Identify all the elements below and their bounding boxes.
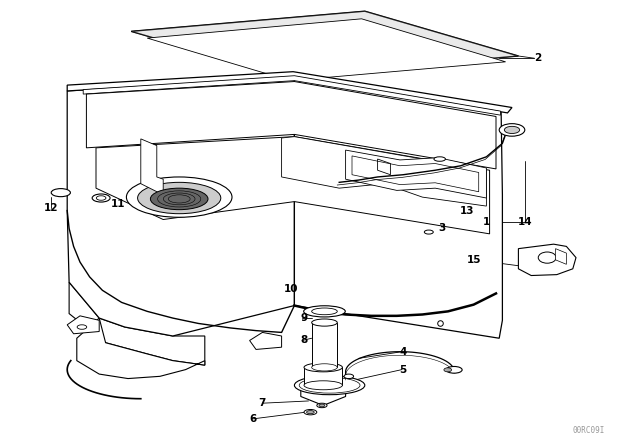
Polygon shape [312, 323, 337, 367]
Ellipse shape [319, 404, 325, 407]
Text: 2: 2 [534, 53, 541, 63]
Polygon shape [250, 332, 282, 349]
Ellipse shape [424, 230, 433, 234]
Ellipse shape [150, 188, 208, 210]
Ellipse shape [312, 364, 337, 371]
Text: 12: 12 [44, 203, 58, 213]
Polygon shape [301, 385, 346, 405]
Polygon shape [67, 77, 294, 336]
Polygon shape [77, 318, 205, 379]
Ellipse shape [51, 189, 70, 197]
Text: 1: 1 [483, 217, 490, 227]
Text: 11: 11 [111, 199, 125, 209]
Polygon shape [346, 150, 486, 198]
Ellipse shape [446, 366, 462, 373]
Polygon shape [69, 282, 205, 365]
Ellipse shape [504, 126, 520, 134]
Ellipse shape [499, 124, 525, 136]
Ellipse shape [304, 381, 342, 390]
Text: 13: 13 [460, 206, 474, 215]
Polygon shape [147, 19, 506, 81]
Ellipse shape [344, 374, 354, 379]
Text: 9: 9 [300, 313, 308, 323]
Ellipse shape [127, 177, 232, 217]
Text: 7: 7 [259, 398, 266, 408]
Ellipse shape [312, 319, 337, 326]
Ellipse shape [444, 368, 452, 372]
Ellipse shape [434, 157, 445, 161]
Polygon shape [131, 11, 518, 76]
Polygon shape [86, 82, 496, 169]
Text: 4: 4 [399, 347, 407, 357]
Polygon shape [96, 137, 490, 234]
Text: 14: 14 [518, 217, 532, 227]
Ellipse shape [304, 306, 346, 317]
Ellipse shape [77, 325, 87, 329]
Polygon shape [141, 139, 163, 195]
Polygon shape [304, 367, 342, 385]
Text: 5: 5 [399, 365, 407, 375]
Ellipse shape [538, 252, 556, 263]
Text: 3: 3 [438, 224, 445, 233]
Ellipse shape [307, 410, 314, 414]
Polygon shape [294, 77, 502, 338]
Ellipse shape [138, 182, 221, 214]
Polygon shape [67, 316, 99, 334]
Polygon shape [83, 76, 500, 115]
Ellipse shape [317, 403, 327, 408]
Text: 15: 15 [467, 255, 481, 265]
Ellipse shape [304, 409, 317, 415]
Ellipse shape [294, 376, 365, 395]
Text: 10: 10 [284, 284, 298, 294]
Text: 6: 6 [249, 414, 257, 424]
Polygon shape [556, 249, 566, 264]
Ellipse shape [92, 194, 110, 202]
Polygon shape [282, 137, 486, 206]
Polygon shape [518, 244, 576, 276]
Ellipse shape [304, 363, 342, 372]
Text: 00RC09I: 00RC09I [573, 426, 605, 435]
Text: 8: 8 [300, 336, 308, 345]
Polygon shape [131, 11, 518, 76]
Polygon shape [67, 72, 512, 113]
